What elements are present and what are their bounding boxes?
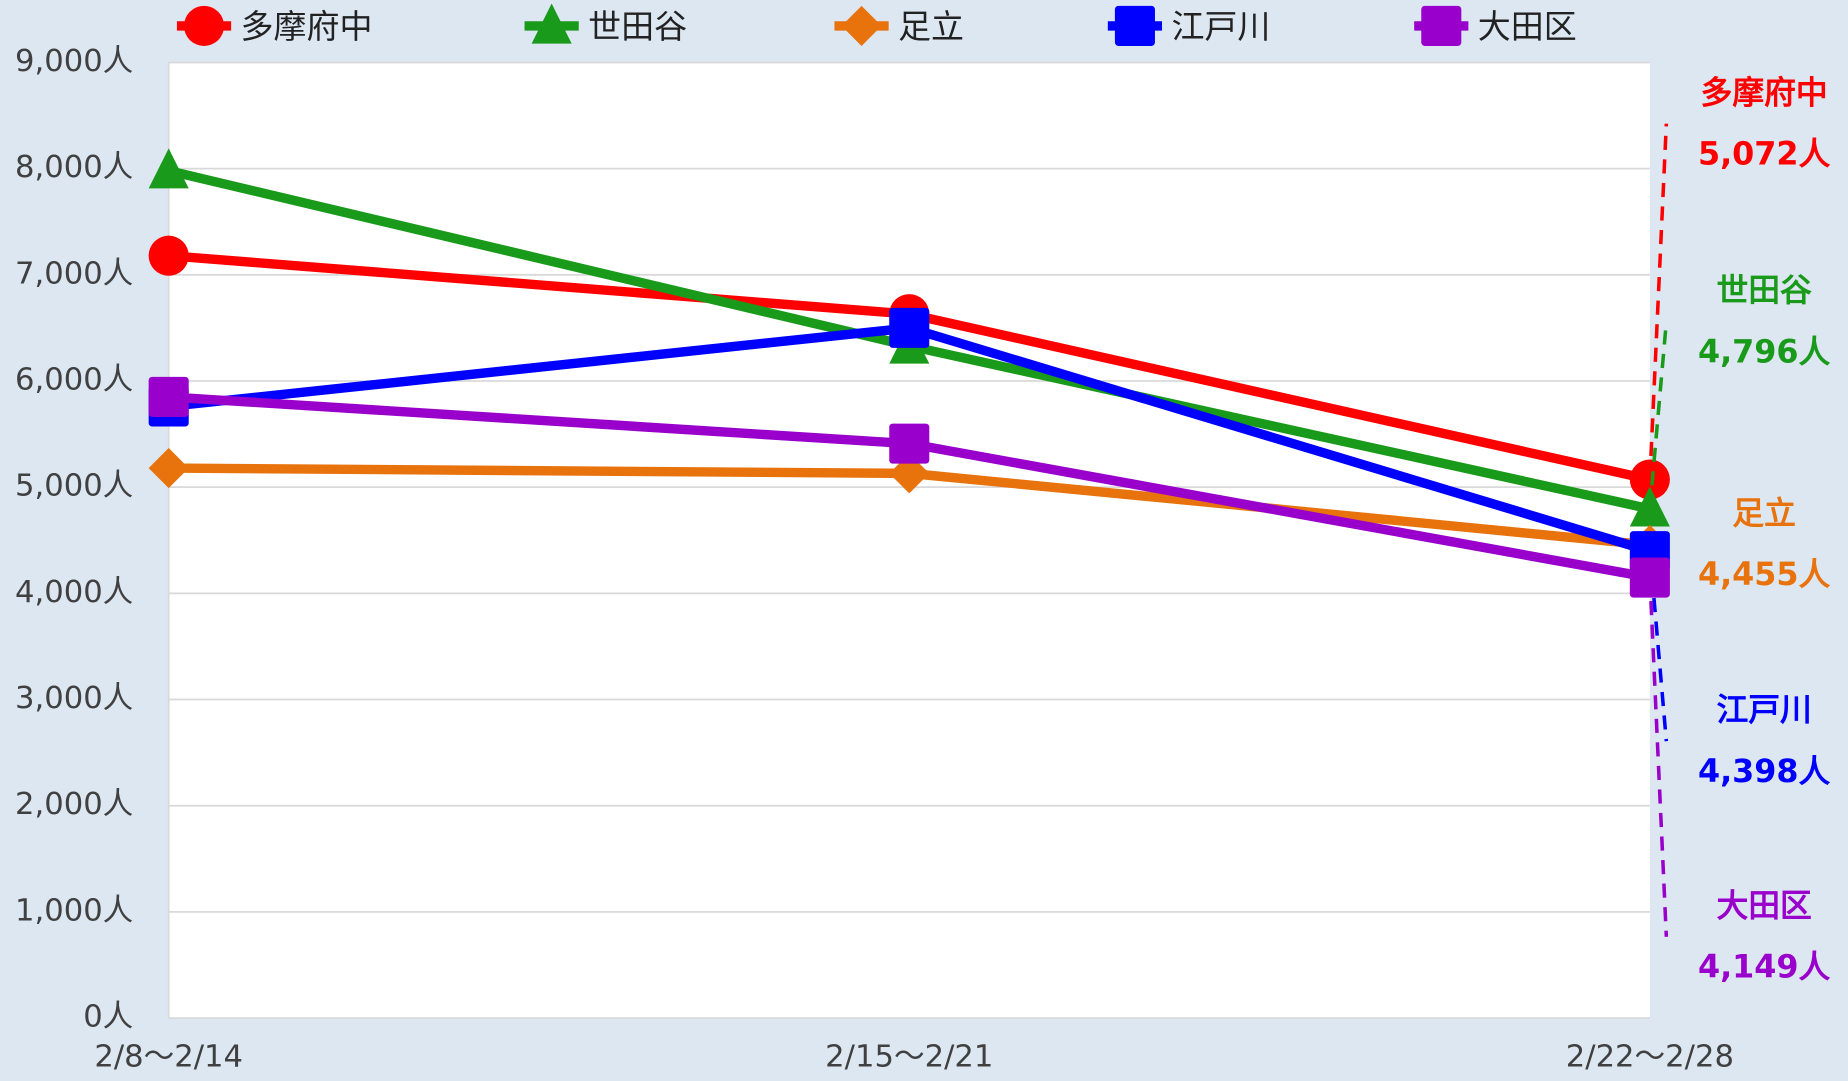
legend-label: 世田谷 <box>588 7 687 46</box>
y-tick-label: 4,000人 <box>15 575 133 610</box>
x-tick-label: 2/15～2/21 <box>825 1040 993 1075</box>
value-label: 5,072人 <box>1698 135 1831 173</box>
legend-label: 足立 <box>898 7 964 46</box>
annotation-name: 多摩府中 <box>1701 73 1828 111</box>
annotation-name: 江戸川 <box>1716 691 1811 729</box>
point-marker <box>148 148 189 189</box>
plot-area <box>168 62 1650 1019</box>
point-marker <box>148 376 189 417</box>
legend-label: 多摩府中 <box>241 7 373 46</box>
annotation-name: 世田谷 <box>1716 271 1812 309</box>
y-tick-label: 5,000人 <box>15 469 133 504</box>
y-tick-label: 6,000人 <box>15 362 133 397</box>
leader-line <box>1648 577 1669 937</box>
annotation-name: 足立 <box>1732 494 1796 532</box>
leader-line <box>1648 321 1669 509</box>
y-tick-label: 3,000人 <box>15 681 133 716</box>
annotation-name: 大田区 <box>1716 886 1811 924</box>
y-tick-label: 9,000人 <box>15 44 133 79</box>
value-label: 4,398人 <box>1698 752 1831 790</box>
legend-label: 江戸川 <box>1171 7 1270 46</box>
legend-marker <box>841 5 882 46</box>
legend-label: 大田区 <box>1478 7 1577 46</box>
point-marker <box>148 448 189 489</box>
y-tick-label: 0人 <box>83 1000 133 1035</box>
point-marker <box>889 307 930 348</box>
x-tick-label: 2/8～2/14 <box>94 1040 243 1075</box>
value-label: 4,149人 <box>1698 948 1831 986</box>
y-tick-label: 8,000人 <box>15 150 133 185</box>
point-marker <box>1629 459 1670 500</box>
y-tick-label: 1,000人 <box>15 893 133 928</box>
leader-line <box>1648 123 1669 480</box>
y-tick-label: 2,000人 <box>15 787 133 822</box>
point-marker <box>889 423 930 464</box>
legend-marker <box>1114 5 1155 46</box>
y-tick-label: 7,000人 <box>15 256 133 291</box>
x-tick-label: 2/22～2/28 <box>1566 1040 1734 1075</box>
legend-marker <box>184 5 225 46</box>
value-label: 4,455人 <box>1698 555 1831 593</box>
point-marker <box>148 235 189 276</box>
legend-marker <box>531 3 572 44</box>
legend-marker <box>1421 5 1462 46</box>
value-label: 4,796人 <box>1698 333 1831 371</box>
